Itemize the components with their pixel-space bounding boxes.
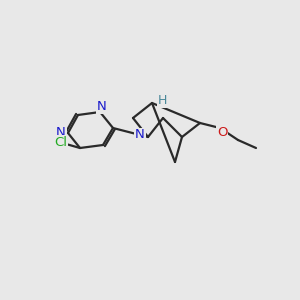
- Text: N: N: [97, 100, 107, 113]
- Text: Cl: Cl: [55, 136, 68, 148]
- Text: H: H: [157, 94, 167, 107]
- Text: O: O: [217, 125, 227, 139]
- Text: N: N: [56, 127, 66, 140]
- Text: N: N: [135, 128, 145, 142]
